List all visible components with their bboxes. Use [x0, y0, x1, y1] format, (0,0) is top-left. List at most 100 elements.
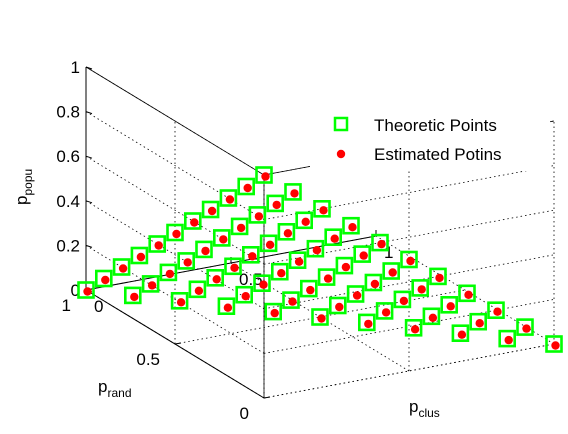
estimated-point: [283, 229, 293, 238]
z-tick-label: 0.4: [56, 192, 80, 211]
estimated-point: [475, 319, 484, 328]
estimated-point: [399, 296, 409, 306]
estimated-point: [288, 297, 297, 306]
x-tick-label: 1: [384, 243, 393, 262]
estimated-point: [190, 218, 199, 227]
theoretic-point: [353, 245, 372, 263]
estimated-point: [330, 234, 339, 243]
theoretic-point: [217, 297, 236, 316]
box-edge: [85, 66, 265, 176]
theoretic-point: [295, 211, 314, 230]
grid-line-z: [85, 155, 265, 265]
estimated-point: [294, 257, 304, 266]
theoretic-point: [288, 251, 307, 269]
theoretic-point: [235, 285, 253, 304]
z-tick-label: 0.6: [56, 147, 80, 166]
y-tick: [263, 396, 271, 399]
theoretic-point: [112, 258, 131, 276]
theoretic-point: [516, 318, 534, 336]
x-axis-label: pclus: [409, 397, 440, 420]
theoretic-point: [284, 183, 302, 201]
theoretic-point: [237, 177, 255, 196]
estimated-point: [147, 281, 157, 290]
theoretic-point: [124, 286, 142, 305]
estimated-point: [335, 302, 344, 312]
estimated-point: [207, 206, 217, 216]
estimated-point: [223, 303, 233, 312]
estimated-point: [381, 308, 391, 317]
theoretic-point: [219, 189, 238, 207]
estimated-point: [446, 302, 455, 311]
theoretic-point: [282, 291, 300, 309]
estimated-point: [551, 341, 560, 350]
theoretic-point: [213, 229, 231, 247]
legend-square-marker: [333, 116, 349, 132]
estimated-point: [259, 280, 268, 289]
estimated-point: [83, 287, 92, 296]
theoretic-point: [166, 223, 184, 242]
estimated-point: [306, 285, 315, 295]
theoretic-point: [159, 263, 178, 282]
estimated-point: [435, 273, 444, 283]
chart-points: [77, 166, 563, 353]
theoretic-point: [313, 200, 331, 218]
estimated-point: [341, 262, 351, 272]
theoretic-point: [411, 279, 430, 297]
z-tick-label: 0.8: [56, 103, 80, 122]
estimated-point: [230, 263, 239, 272]
z-tick: [85, 155, 93, 159]
estimated-point: [464, 290, 473, 299]
estimated-point: [317, 314, 326, 323]
theoretic-point: [364, 273, 383, 292]
estimated-point: [212, 275, 221, 284]
theoretic-point: [382, 262, 401, 280]
estimated-point: [172, 229, 181, 239]
estimated-point: [364, 319, 373, 329]
estimated-point: [493, 307, 502, 316]
grid-line-z: [263, 165, 555, 220]
theoretic-point: [266, 194, 285, 213]
theoretic-point: [317, 268, 336, 286]
estimated-point: [130, 292, 139, 302]
z-tick-label: 0.2: [56, 236, 80, 255]
estimated-point: [319, 206, 328, 215]
theoretic-point: [130, 246, 149, 265]
estimated-point: [225, 195, 235, 204]
theoretic-point: [177, 252, 195, 270]
theoretic-point: [451, 324, 470, 343]
grid-line-z: [85, 245, 265, 354]
theoretic-point: [404, 318, 423, 337]
theoretic-point: [230, 217, 249, 236]
estimated-point: [272, 200, 281, 210]
estimated-point: [183, 258, 192, 267]
estimated-point: [201, 246, 210, 256]
estimated-point: [243, 183, 252, 193]
y-tick-label: 0: [240, 404, 249, 423]
estimated-point: [254, 212, 264, 221]
theoretic-point: [458, 284, 476, 303]
estimated-point: [410, 325, 420, 334]
theoretic-point: [469, 312, 488, 331]
estimated-point: [118, 264, 128, 273]
estimated-point: [348, 223, 357, 232]
estimated-point: [457, 330, 467, 339]
theoretic-point: [440, 295, 459, 314]
theoretic-point: [201, 200, 220, 219]
x-tick-label: 0: [94, 297, 103, 316]
grid-line-x: [375, 235, 555, 345]
theoretic-point: [487, 301, 505, 320]
theoretic-point: [242, 246, 260, 264]
theoretic-point: [328, 296, 347, 315]
estimated-point: [101, 275, 110, 285]
theoretic-point: [400, 250, 418, 269]
z-tick: [85, 200, 93, 204]
z-tick: [85, 244, 93, 248]
legend-box: [310, 109, 550, 171]
theoretic-point: [545, 335, 563, 353]
theoretic-point: [141, 275, 160, 293]
theoretic-point: [170, 291, 189, 310]
theoretic-point: [311, 308, 329, 326]
theoretic-point: [253, 274, 271, 293]
estimated-point: [428, 313, 438, 322]
